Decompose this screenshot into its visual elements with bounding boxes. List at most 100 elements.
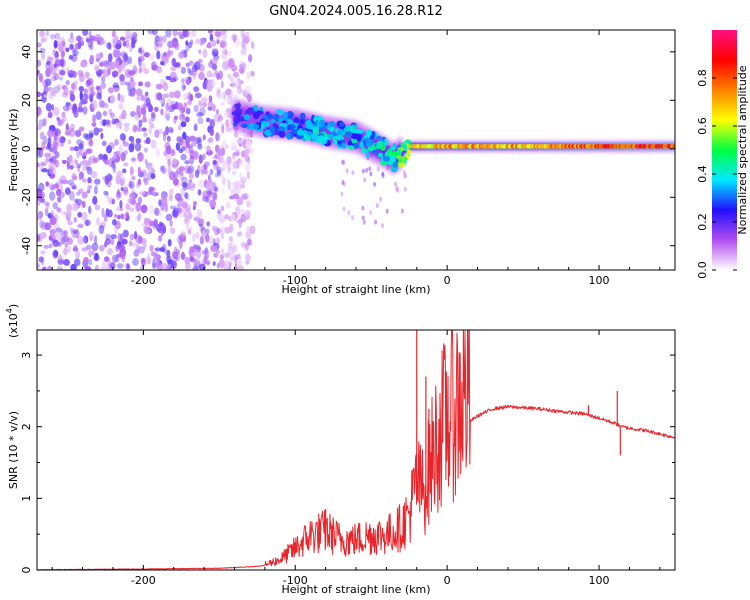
spectrogram-ytick-label: -40 (20, 237, 33, 255)
noise-blob (67, 179, 74, 186)
noise-blob (74, 129, 82, 138)
noise-blob (37, 70, 41, 75)
noise-blob (57, 196, 62, 203)
ridge-blob (233, 115, 238, 122)
noise-blob (150, 111, 156, 119)
noise-blob (209, 58, 214, 65)
noise-blob (236, 231, 243, 237)
noise-blob (155, 83, 163, 90)
ridge-blob (278, 117, 285, 122)
noise-blob (88, 129, 94, 140)
noise-blob (212, 191, 218, 201)
snr-scale-factor: (x104) (5, 304, 20, 338)
noise-blob (204, 169, 208, 175)
ridge-blob (246, 123, 252, 130)
noise-blob (213, 252, 219, 258)
noise-blob (248, 148, 255, 154)
colorbar: 0.0 0.2 0.4 0.6 0.8 Normalized spectral ampl… (696, 30, 749, 279)
ridge-blob (260, 122, 265, 130)
colorbar-ticks: 0.0 0.2 0.4 0.6 0.8 (696, 69, 737, 279)
noise-blob (211, 63, 218, 71)
noise-blob (57, 254, 63, 264)
noise-blob (54, 52, 60, 59)
noise-blob (57, 138, 63, 143)
noise-blob (100, 39, 106, 45)
noise-blob (144, 81, 151, 88)
ridge-blob (305, 119, 312, 127)
noise-blob (179, 233, 186, 243)
noise-blob (192, 73, 197, 81)
noise-blob (114, 226, 118, 235)
noise-blob (208, 136, 214, 144)
ridge-blob (390, 166, 398, 173)
noise-blob (133, 113, 140, 120)
noise-blob (135, 215, 141, 220)
noise-blob (124, 81, 131, 86)
noise-blob (89, 86, 93, 93)
noise-blob (96, 216, 100, 226)
noise-blob (78, 172, 82, 181)
noise-blob (156, 50, 161, 60)
noise-blob (202, 195, 209, 202)
noise-blob (155, 147, 160, 158)
noise-blob (63, 229, 68, 237)
noise-blob (180, 251, 186, 260)
noise-blob (195, 111, 203, 118)
noise-blob (342, 206, 346, 212)
noise-blob (188, 145, 193, 154)
noise-blob (93, 235, 98, 245)
noise-blob (209, 168, 214, 176)
noise-blob (54, 151, 60, 159)
noise-blob (68, 139, 72, 145)
noise-blob (217, 89, 221, 97)
noise-blob (84, 265, 92, 270)
noise-blob (116, 194, 121, 200)
spectrogram-ytick-label: 40 (20, 45, 33, 59)
noise-blob (218, 114, 222, 119)
noise-blob (205, 180, 212, 191)
noise-blob (73, 216, 78, 223)
noise-blob (78, 188, 84, 194)
noise-blob (80, 140, 85, 148)
noise-blob (153, 207, 160, 217)
noise-blob (143, 52, 151, 58)
noise-blob (41, 197, 46, 204)
noise-blob (361, 205, 365, 211)
noise-blob (212, 159, 218, 165)
noise-blob (111, 160, 116, 169)
noise-blob (78, 143, 83, 151)
snr-xtick-label: -200 (131, 574, 156, 587)
noise-blob (362, 219, 366, 225)
noise-blob (68, 54, 74, 60)
noise-blob (97, 72, 102, 78)
noise-blob (83, 235, 89, 244)
noise-blob (240, 150, 246, 158)
noise-blob (219, 101, 225, 107)
noise-blob (189, 39, 194, 45)
noise-blob (231, 160, 237, 170)
ridge-blob (337, 134, 342, 141)
noise-blob (180, 186, 185, 197)
noise-blob (132, 258, 139, 266)
noise-blob (210, 192, 217, 201)
noise-blob (115, 175, 122, 185)
noise-blob (119, 74, 125, 82)
noise-blob (394, 181, 398, 187)
noise-blob (78, 126, 85, 132)
noise-blob (169, 71, 177, 79)
noise-blob (49, 216, 57, 226)
spectrogram-xtick-label: 100 (589, 274, 610, 287)
noise-blob (185, 225, 192, 232)
noise-blob (238, 63, 244, 70)
noise-blob (135, 138, 142, 144)
noise-blob (209, 118, 216, 129)
noise-blob (37, 91, 40, 98)
noise-blob (62, 235, 70, 243)
noise-blob (103, 241, 108, 248)
noise-blob (111, 118, 116, 125)
ridge-blob (241, 123, 248, 128)
noise-blob (183, 212, 187, 218)
noise-blob (199, 106, 206, 117)
noise-blob (169, 91, 175, 99)
noise-blob (137, 57, 142, 67)
